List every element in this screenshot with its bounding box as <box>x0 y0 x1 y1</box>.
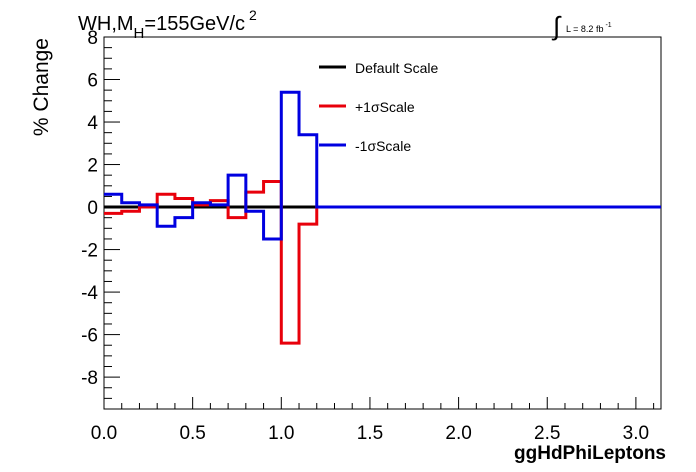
y-tick-label: 0 <box>87 198 98 219</box>
x-tick-label: 1.0 <box>268 423 294 444</box>
legend-label: -1σScale <box>355 138 411 154</box>
axes: 0.0 0.5 1.0 1.5 2.0 2.5 3.0 8 6 4 2 0 -2 -4 -6 -8 <box>81 28 655 444</box>
y-tick-label: 4 <box>87 113 98 134</box>
plot-frame <box>103 36 662 410</box>
series-group <box>104 90 661 345</box>
x-axis-label: ggHdPhiLeptons <box>514 443 666 464</box>
x-tick-label: 0.5 <box>179 423 205 444</box>
x-tick-label: 2.0 <box>445 423 471 444</box>
y-axis-label: % Change <box>30 38 53 136</box>
legend: Default Scale +1σScale -1σScale <box>319 60 438 154</box>
y-tick-label: 8 <box>87 28 98 49</box>
x-tick-label: 0.0 <box>91 423 117 444</box>
lumi-annotation: ∫ L = 8.2 fb -1 <box>551 11 612 41</box>
y-tick-label: -8 <box>81 368 98 389</box>
series-line <box>104 90 661 241</box>
lumi-text: L = 8.2 fb -1 <box>566 22 612 34</box>
x-tick-label: 2.5 <box>534 423 560 444</box>
x-tick-label: 1.5 <box>357 423 383 444</box>
y-tick-label: -6 <box>81 326 98 347</box>
legend-label: Default Scale <box>355 60 438 76</box>
series-2 <box>104 90 661 241</box>
integral-sign: ∫ <box>551 11 562 41</box>
y-tick-label: -2 <box>81 241 98 262</box>
chart-title: WH,MH=155GeV/c 2 <box>78 7 257 42</box>
y-tick-label: 2 <box>87 156 98 177</box>
y-tick-label: -4 <box>81 283 98 304</box>
legend-label: +1σScale <box>355 99 415 115</box>
x-tick-label: 3.0 <box>623 423 649 444</box>
y-tick-label: 6 <box>87 71 98 92</box>
